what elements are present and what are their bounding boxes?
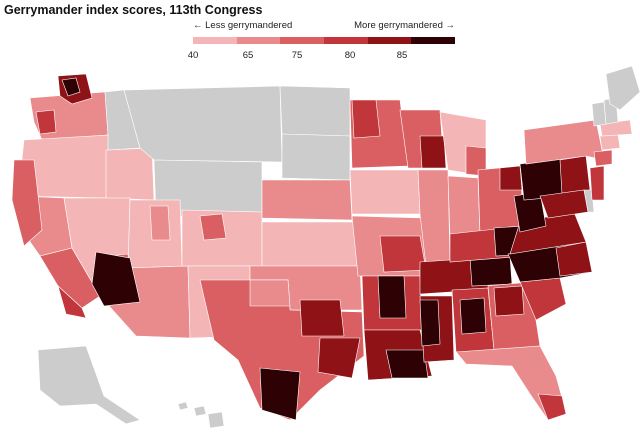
- region-tennessee-east: [469, 255, 513, 287]
- region-montana: [123, 85, 283, 163]
- region-louisiana-south: [385, 349, 429, 379]
- region-utah-wasatch: [149, 205, 171, 241]
- region-nebraska: [261, 179, 353, 221]
- region-maine: [605, 66, 640, 111]
- region-new-york: [523, 119, 605, 165]
- region-idaho-south: [105, 147, 155, 201]
- legend-swatch: [324, 37, 368, 44]
- legend-tick-label: 40: [187, 50, 199, 61]
- region-massachusetts: [599, 119, 633, 137]
- legend-tick-label: 75: [291, 50, 303, 61]
- region-texas-dallas: [299, 299, 345, 337]
- region-california-south: [57, 285, 87, 319]
- region-georgia-north: [493, 285, 525, 317]
- region-wisconsin-southeast: [419, 135, 447, 169]
- region-hawaii-maui: [193, 405, 207, 417]
- map-title: Gerrymander index scores, 113th Congress: [4, 3, 263, 17]
- region-new-york-city: [593, 149, 613, 167]
- legend-tick-label: 80: [344, 50, 356, 61]
- legend-more-label: More gerrymandered →: [354, 20, 455, 31]
- region-hawaii-big-island: [207, 411, 225, 429]
- region-hawaii-west: [177, 401, 189, 411]
- region-iowa: [349, 169, 421, 215]
- region-alabama-central: [459, 297, 487, 335]
- region-kansas: [261, 221, 359, 267]
- region-alaska: [37, 345, 141, 425]
- region-olympia-district: [35, 109, 57, 135]
- region-ohio-northeast: [499, 165, 523, 191]
- region-missouri-ozarks: [379, 235, 427, 273]
- legend-swatch: [193, 37, 237, 44]
- region-vermont: [591, 101, 607, 127]
- region-minnesota-north: [351, 99, 381, 139]
- legend-color-ramp: [193, 37, 456, 44]
- legend-less-label: ← Less gerrymandered: [193, 20, 293, 31]
- legend-swatch: [280, 37, 325, 44]
- legend-tick-label: 85: [396, 50, 408, 61]
- region-pennsylvania-east: [559, 155, 591, 195]
- region-arkansas-central: [377, 275, 407, 319]
- region-indiana: [447, 175, 481, 239]
- legend: ← Less gerrymandered More gerrymandered …: [188, 20, 456, 66]
- region-idaho-north: [104, 89, 141, 151]
- region-california-bay: [11, 159, 43, 247]
- region-north-carolina-east: [555, 241, 593, 277]
- legend-swatch: [236, 37, 281, 44]
- region-texas-houston: [317, 337, 361, 379]
- region-connecticut: [599, 133, 621, 151]
- region-mississippi-delta: [419, 299, 441, 347]
- legend-tick-label: 65: [242, 50, 254, 61]
- region-arizona-phoenix: [91, 251, 141, 307]
- region-colorado-denver: [199, 213, 227, 241]
- region-florida-south: [537, 393, 567, 421]
- legend-swatch: [367, 37, 412, 44]
- region-texas-panhandle: [249, 279, 291, 307]
- region-south-dakota: [281, 133, 351, 181]
- legend-ticks: 40 65 75 80 85: [188, 50, 455, 62]
- us-congressional-district-map: [11, 66, 640, 429]
- legend-swatch: [411, 37, 456, 44]
- region-california-central: [39, 247, 101, 309]
- region-seattle-district: [61, 77, 81, 97]
- region-texas-south: [259, 367, 301, 421]
- region-new-jersey: [589, 165, 605, 201]
- region-north-dakota: [279, 85, 351, 137]
